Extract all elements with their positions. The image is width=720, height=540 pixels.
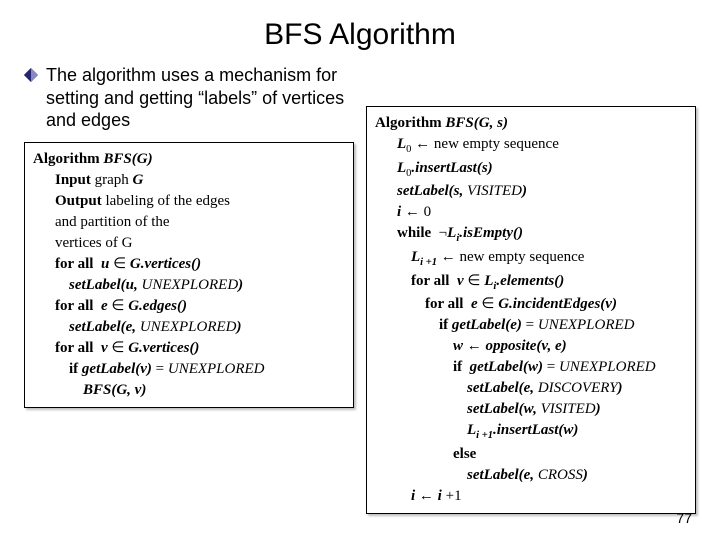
page-number: 77: [676, 510, 692, 526]
left-column: The algorithm uses a mechanism for setti…: [24, 64, 354, 514]
bullet-item: The algorithm uses a mechanism for setti…: [24, 64, 354, 132]
right-column: Algorithm BFS(G, s) L0 ← new empty seque…: [366, 64, 696, 514]
columns: The algorithm uses a mechanism for setti…: [24, 64, 696, 514]
slide-title: BFS Algorithm: [24, 18, 696, 52]
slide: BFS Algorithm The algorithm uses a mecha…: [0, 0, 720, 540]
diamond-icon: [24, 68, 38, 132]
left-algo: Algorithm BFS(G) Input graph G Output la…: [33, 149, 345, 401]
left-algo-box: Algorithm BFS(G) Input graph G Output la…: [24, 142, 354, 408]
bullet-text: The algorithm uses a mechanism for setti…: [46, 64, 354, 132]
right-algo-box: Algorithm BFS(G, s) L0 ← new empty seque…: [366, 106, 696, 514]
right-algo: Algorithm BFS(G, s) L0 ← new empty seque…: [375, 113, 687, 507]
